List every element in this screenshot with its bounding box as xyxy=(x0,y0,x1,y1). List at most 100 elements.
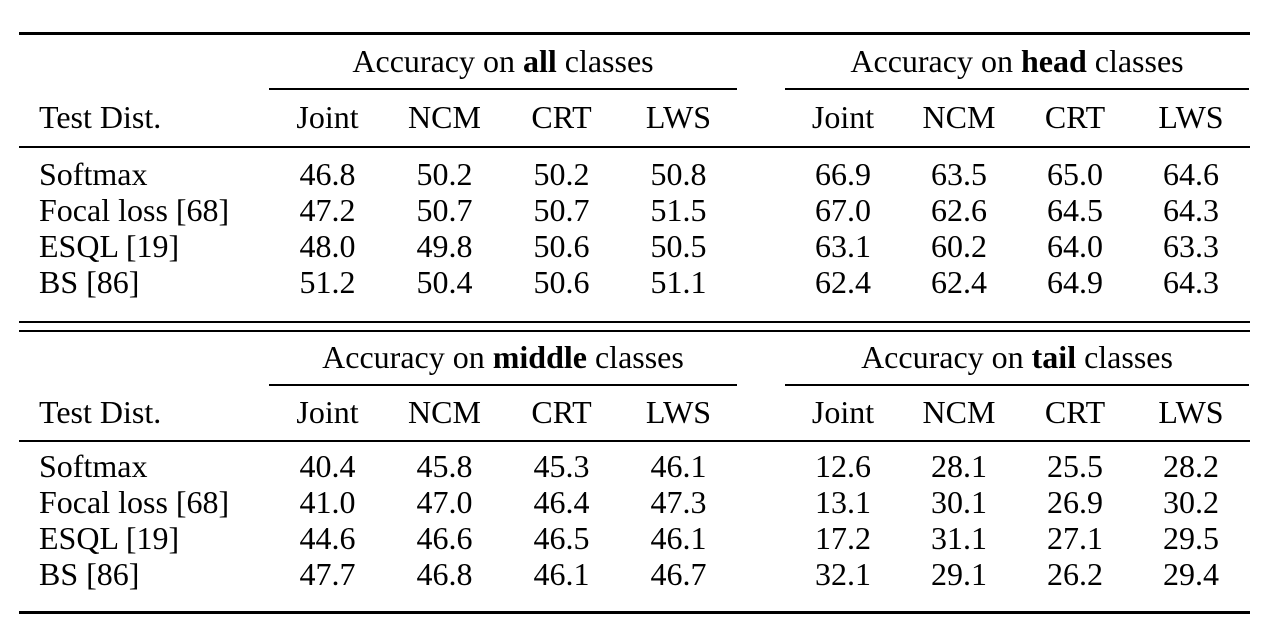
top-rule xyxy=(19,32,1250,35)
column-gap xyxy=(737,386,785,440)
table-row-esql: ESQL [19] 44.6 46.6 46.5 46.1 17.2 31.1 … xyxy=(19,521,1250,557)
table-row-softmax: Softmax 46.8 50.2 50.2 50.8 66.9 63.5 65… xyxy=(19,157,1250,193)
group-title-keyword: head xyxy=(1020,42,1087,79)
column-header-lws: LWS xyxy=(1158,394,1224,431)
group-title-prefix: Accuracy on xyxy=(861,339,1032,376)
column-header-crt: CRT xyxy=(531,99,592,136)
cell-value: 32.1 xyxy=(815,556,871,593)
cell-value: 12.6 xyxy=(815,448,871,485)
column-header-lws: LWS xyxy=(1158,99,1224,136)
cell-value: 67.0 xyxy=(815,192,871,229)
cell-value: 50.2 xyxy=(416,156,473,193)
cell-value: 30.1 xyxy=(931,484,987,521)
group-title-middle: Accuracy on middle classes xyxy=(269,332,737,386)
cell-value: 30.2 xyxy=(1163,484,1219,521)
column-gap xyxy=(737,485,785,521)
column-header-ncm: NCM xyxy=(408,394,481,431)
cell-value: 44.6 xyxy=(299,520,356,557)
column-gap xyxy=(737,229,785,265)
cell-value: 48.0 xyxy=(299,228,356,265)
column-header-joint: Joint xyxy=(811,394,875,431)
cell-value: 64.0 xyxy=(1047,228,1103,265)
column-gap xyxy=(737,193,785,229)
cell-value: 26.9 xyxy=(1047,484,1103,521)
cell-value: 46.1 xyxy=(650,520,707,557)
cell-value: 51.5 xyxy=(650,192,707,229)
group-header-row: Accuracy on middle classes Accuracy on t… xyxy=(19,332,1250,386)
group-title-tail: Accuracy on tail classes xyxy=(785,332,1249,386)
row-label: BS [86] xyxy=(39,556,140,593)
cell-value: 47.0 xyxy=(416,484,473,521)
stub-header: Test Dist. xyxy=(39,99,162,136)
table-row-bs: BS [86] 47.7 46.8 46.1 46.7 32.1 29.1 26… xyxy=(19,557,1250,593)
cell-value: 63.1 xyxy=(815,228,871,265)
group-title-keyword: middle xyxy=(492,339,587,376)
cell-value: 49.8 xyxy=(416,228,473,265)
group-title-keyword: all xyxy=(522,42,557,79)
table-separator-rule xyxy=(19,321,1250,332)
cell-value: 50.7 xyxy=(416,192,473,229)
cell-value: 46.4 xyxy=(533,484,590,521)
table-all-head: Accuracy on all classes Accuracy on head… xyxy=(19,35,1250,321)
group-title-suffix: classes xyxy=(556,42,654,79)
cell-value: 64.3 xyxy=(1163,192,1219,229)
cell-value: 47.2 xyxy=(299,192,356,229)
column-header-row: Test Dist. Joint NCM CRT LWS Joint NCM C… xyxy=(19,386,1250,442)
column-header-ncm: NCM xyxy=(408,99,481,136)
row-label: Focal loss [68] xyxy=(39,192,230,229)
cell-value: 45.8 xyxy=(416,448,473,485)
cell-value: 28.1 xyxy=(931,448,987,485)
group-title-suffix: classes xyxy=(1086,42,1184,79)
column-header-crt: CRT xyxy=(1044,99,1106,136)
top-margin xyxy=(19,0,1250,32)
cell-value: 46.1 xyxy=(650,448,707,485)
group-title-suffix: classes xyxy=(1076,339,1173,376)
row-label: Softmax xyxy=(39,448,148,485)
table-body: Softmax 40.4 45.8 45.3 46.1 12.6 28.1 25… xyxy=(19,442,1250,611)
column-gap xyxy=(737,265,785,301)
cell-value: 45.3 xyxy=(533,448,590,485)
cell-value: 65.0 xyxy=(1047,156,1103,193)
column-header-joint: Joint xyxy=(296,99,359,136)
row-label: ESQL [19] xyxy=(39,520,180,557)
table-row-softmax: Softmax 40.4 45.8 45.3 46.1 12.6 28.1 25… xyxy=(19,449,1250,485)
column-header-crt: CRT xyxy=(531,394,592,431)
cell-value: 50.5 xyxy=(650,228,707,265)
cell-value: 64.5 xyxy=(1047,192,1103,229)
cell-value: 50.2 xyxy=(533,156,590,193)
cell-value: 47.3 xyxy=(650,484,707,521)
column-header-lws: LWS xyxy=(645,394,712,431)
column-gap xyxy=(737,521,785,557)
row-label: ESQL [19] xyxy=(39,228,180,265)
stub-header: Test Dist. xyxy=(39,394,162,431)
group-title-head: Accuracy on head classes xyxy=(785,35,1249,90)
cell-value: 47.7 xyxy=(299,556,356,593)
cell-value: 46.6 xyxy=(416,520,473,557)
cell-value: 63.3 xyxy=(1163,228,1219,265)
cell-value: 29.5 xyxy=(1163,520,1219,557)
cell-value: 17.2 xyxy=(815,520,871,557)
table-row-focal-loss: Focal loss [68] 41.0 47.0 46.4 47.3 13.1… xyxy=(19,485,1250,521)
column-header-ncm: NCM xyxy=(922,394,996,431)
column-header-ncm: NCM xyxy=(922,99,996,136)
table-middle-tail: Accuracy on middle classes Accuracy on t… xyxy=(19,332,1250,611)
group-title-all: Accuracy on all classes xyxy=(269,35,737,90)
cell-value: 31.1 xyxy=(931,520,987,557)
cell-value: 63.5 xyxy=(931,156,987,193)
cell-value: 46.1 xyxy=(533,556,590,593)
table-row-esql: ESQL [19] 48.0 49.8 50.6 50.5 63.1 60.2 … xyxy=(19,229,1250,265)
cell-value: 50.7 xyxy=(533,192,590,229)
row-label: Softmax xyxy=(39,156,148,193)
column-gap xyxy=(737,90,785,146)
cell-value: 64.9 xyxy=(1047,264,1103,301)
cell-value: 51.2 xyxy=(299,264,356,301)
column-header-lws: LWS xyxy=(645,99,712,136)
cell-value: 46.8 xyxy=(299,156,356,193)
cell-value: 50.4 xyxy=(416,264,473,301)
cell-value: 46.8 xyxy=(416,556,473,593)
cell-value: 40.4 xyxy=(299,448,356,485)
table-body: Softmax 46.8 50.2 50.2 50.8 66.9 63.5 65… xyxy=(19,148,1250,321)
cell-value: 46.5 xyxy=(533,520,590,557)
column-gap xyxy=(737,157,785,193)
column-header-row: Test Dist. Joint NCM CRT LWS Joint NCM C… xyxy=(19,90,1250,148)
